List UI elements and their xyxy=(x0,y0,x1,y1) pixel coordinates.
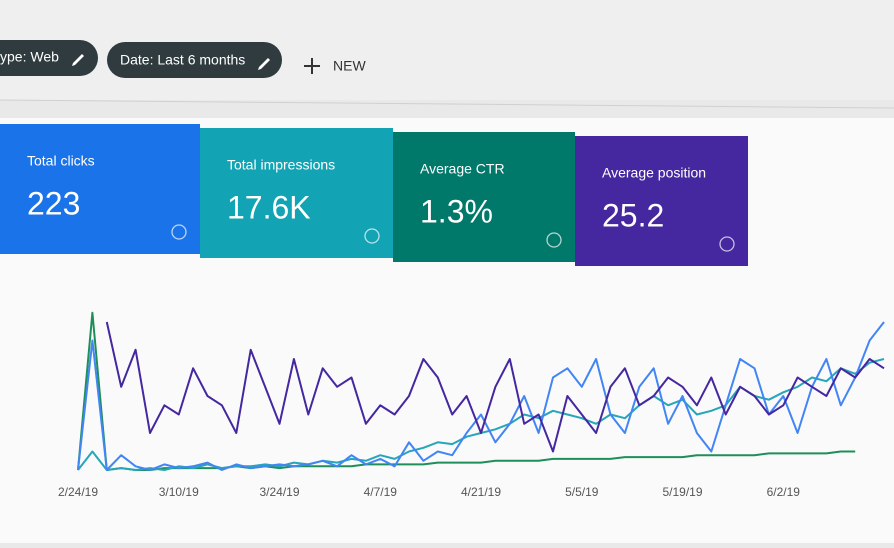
metric-card[interactable] xyxy=(393,132,575,262)
filter-chip[interactable] xyxy=(107,42,282,78)
filter-label: Date: Last 6 months xyxy=(120,52,245,68)
metric-label: Average CTR xyxy=(420,161,505,177)
new-label: NEW xyxy=(333,58,366,74)
x-tick-label: 4/21/19 xyxy=(461,485,501,499)
divider xyxy=(0,99,894,109)
filter-chip[interactable] xyxy=(0,40,98,76)
x-tick-label: 5/5/19 xyxy=(565,485,599,499)
metric-value: 17.6K xyxy=(227,189,311,225)
metric-label: Total impressions xyxy=(227,157,335,173)
x-tick-label: 2/24/19 xyxy=(58,485,98,499)
filter-label: ype: Web xyxy=(0,49,59,65)
help-icon xyxy=(546,232,562,248)
metric-cards: Total clicks 223 Total impressions 17.6K Ave… xyxy=(0,124,748,266)
x-tick-label: 6/2/19 xyxy=(767,485,801,499)
edit-icon xyxy=(258,58,270,70)
plus-icon xyxy=(304,58,320,74)
metric-label: Total clicks xyxy=(27,153,95,169)
metric-value: 25.2 xyxy=(602,197,664,233)
new-button[interactable]: NEW xyxy=(304,58,366,74)
metric-value: 223 xyxy=(27,185,80,221)
help-icon xyxy=(719,236,735,252)
metric-value: 1.3% xyxy=(420,193,493,229)
series-line xyxy=(77,311,856,471)
help-icon xyxy=(171,224,187,240)
metric-card[interactable] xyxy=(575,136,748,266)
help-icon xyxy=(364,228,380,244)
x-tick-label: 5/19/19 xyxy=(662,485,702,499)
metric-card[interactable] xyxy=(200,128,393,258)
x-tick-label: 3/24/19 xyxy=(259,485,299,499)
series-line xyxy=(77,321,885,471)
edit-icon xyxy=(72,54,84,66)
metric-card[interactable] xyxy=(0,124,200,254)
metric-label: Average position xyxy=(602,165,706,181)
series-line xyxy=(105,321,885,453)
x-tick-label: 4/7/19 xyxy=(364,485,398,499)
x-tick-label: 3/10/19 xyxy=(159,485,199,499)
chart: 2/24/19 3/10/19 3/24/19 4/7/19 4/21/19 5/5/19… xyxy=(58,311,885,499)
